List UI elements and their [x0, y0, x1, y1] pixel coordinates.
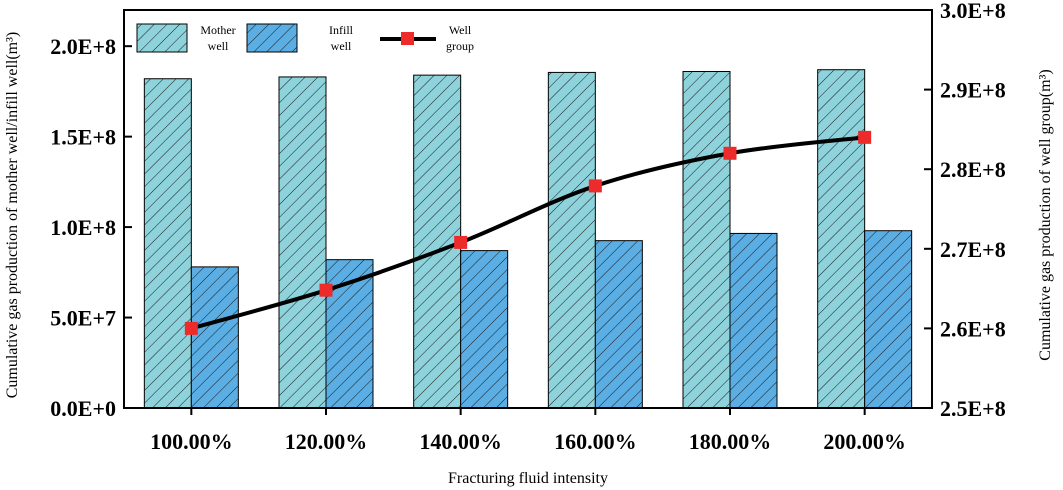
- y2-tick-label-0: 2.5E+8: [940, 396, 1006, 421]
- x-tick-label-0: 100.00%: [150, 429, 233, 454]
- x-tick-label-5: 200.00%: [823, 429, 906, 454]
- bar-mother-well-hatch-2: [413, 75, 461, 409]
- legend-mother-swatch-hatch: [137, 24, 187, 52]
- legend-mother-label-1: Mother: [200, 23, 235, 37]
- y2-tick-label-5: 3.0E+8: [940, 0, 1006, 23]
- y2-tick-label-4: 2.9E+8: [940, 78, 1006, 103]
- well-group-point-3: [588, 179, 602, 193]
- well-group-point-4: [723, 146, 737, 160]
- bar-infill-well-hatch-5: [864, 230, 912, 408]
- bar-mother-well-hatch-3: [548, 72, 596, 408]
- x-tick-label-1: 120.00%: [285, 429, 368, 454]
- legend-mother-label-2: well: [208, 39, 229, 53]
- y2-axis-title: Cumulative gas production of well group(…: [1037, 69, 1054, 360]
- y2-tick-label-2: 2.7E+8: [940, 237, 1006, 262]
- bar-infill-well-hatch-3: [595, 240, 643, 408]
- bar-layer: [143, 69, 913, 409]
- bar-infill-well-hatch-0: [191, 266, 239, 408]
- y-tick-label-1: 5.0E+7: [50, 306, 116, 331]
- bar-infill-well-hatch-2: [460, 250, 508, 408]
- bar-infill-well-hatch-4: [730, 233, 777, 408]
- bar-mother-well-hatch-0: [144, 78, 192, 408]
- x-axis-title: Fracturing fluid intensity: [448, 470, 608, 487]
- y-tick-label-0: 0.0E+0: [50, 396, 116, 421]
- y-tick-label-2: 1.0E+8: [50, 215, 116, 240]
- axes-layer: 0.0E+0 5.0E+7 1.0E+8 1.5E+8 2.0E+8 2.5E+8 2.6E…: [50, 0, 1005, 454]
- x-tick-label-4: 180.00%: [689, 429, 772, 454]
- y-tick-label-4: 2.0E+8: [50, 34, 116, 59]
- x-tick-label-3: 160.00%: [554, 429, 637, 454]
- plot-frame: [123, 9, 933, 409]
- legend-infill-swatch-hatch: [247, 24, 297, 52]
- x-tick-label-2: 140.00%: [419, 429, 502, 454]
- well-group-point-0: [184, 321, 198, 335]
- legend-group-marker: [401, 32, 414, 45]
- well-group-point-1: [319, 283, 333, 297]
- y2-tick-label-3: 2.8E+8: [940, 157, 1006, 182]
- y-axis-title: Cumulative gas production of mother well…: [4, 32, 21, 399]
- well-group-point-5: [858, 130, 872, 144]
- well-group-line: [190, 135, 865, 331]
- bar-mother-well-hatch-1: [279, 76, 326, 408]
- well-group-point-2: [454, 235, 468, 249]
- bar-mother-well-hatch-4: [683, 71, 730, 408]
- legend: Mother well Infill well Well group: [136, 23, 474, 53]
- bar-mother-well-hatch-5: [817, 69, 865, 408]
- y-tick-label-3: 1.5E+8: [50, 125, 116, 150]
- legend-group-label-1: Well: [449, 23, 472, 37]
- y2-tick-label-1: 2.6E+8: [940, 316, 1006, 341]
- legend-infill-label-1: Infill: [329, 23, 354, 37]
- line-layer: [184, 130, 872, 335]
- legend-group-label-2: group: [446, 39, 474, 53]
- legend-infill-label-2: well: [331, 39, 352, 53]
